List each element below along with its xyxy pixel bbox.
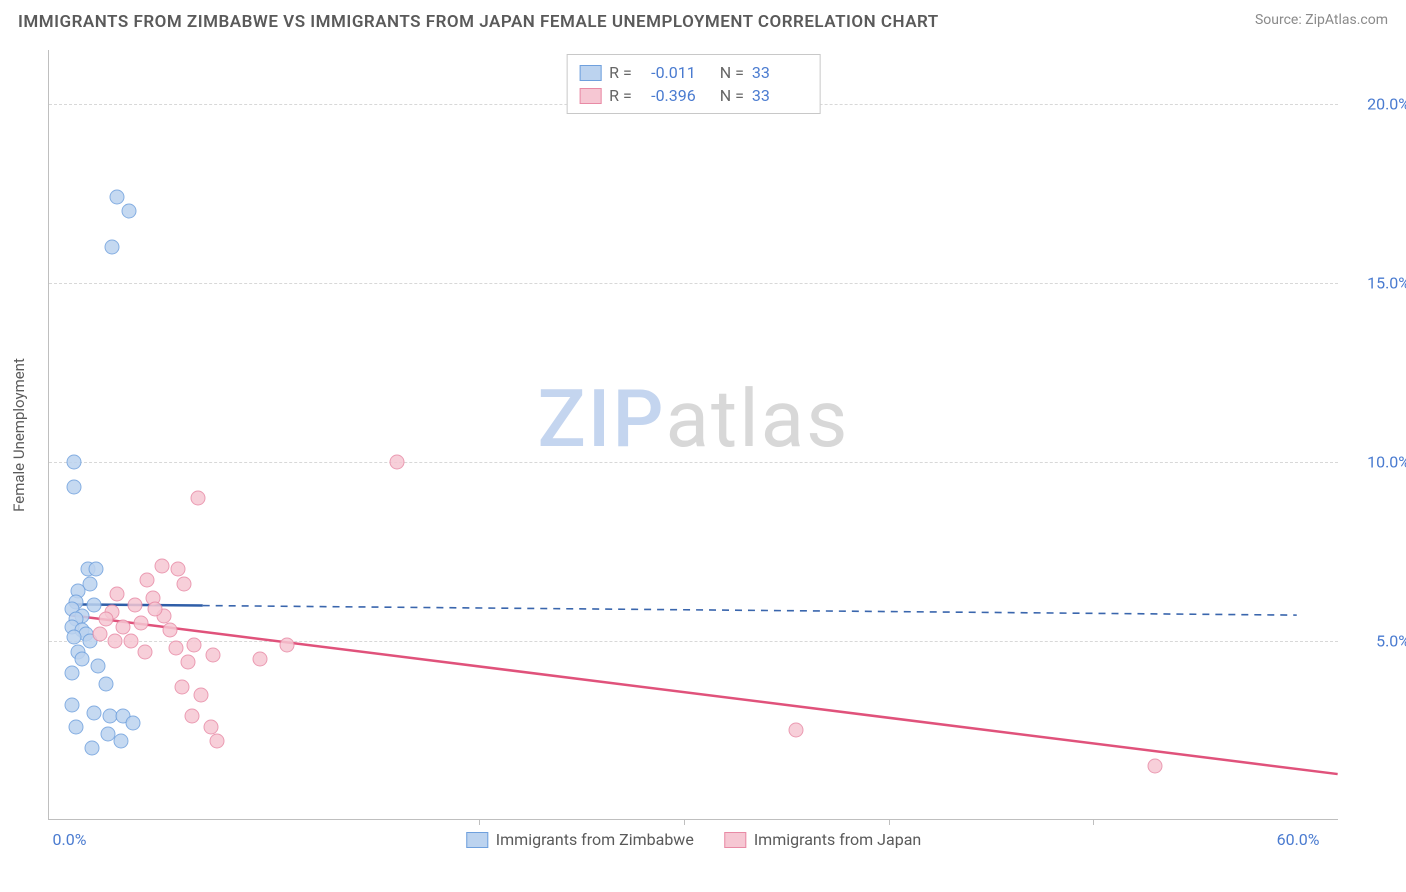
data-point bbox=[181, 655, 196, 670]
y-axis-label: Female Unemployment bbox=[10, 358, 28, 512]
legend-item: Immigrants from Zimbabwe bbox=[466, 830, 694, 849]
stat-n-value: 33 bbox=[752, 63, 808, 82]
grid-line bbox=[49, 283, 1338, 284]
data-point bbox=[121, 204, 136, 219]
chart-area: ZIPatlas Female Unemployment 5.0%10.0%15… bbox=[48, 50, 1338, 820]
data-point bbox=[168, 641, 183, 656]
data-point bbox=[107, 633, 122, 648]
watermark-zip: ZIP bbox=[538, 372, 666, 466]
data-point bbox=[66, 454, 81, 469]
header: IMMIGRANTS FROM ZIMBABWE VS IMMIGRANTS F… bbox=[0, 0, 1406, 32]
data-point bbox=[105, 239, 120, 254]
legend-series: Immigrants from Zimbabwe Immigrants from … bbox=[466, 830, 921, 849]
x-tick bbox=[889, 819, 890, 825]
x-tick bbox=[684, 819, 685, 825]
legend-stats: R = -0.011 N = 33 R = -0.396 N = 33 bbox=[566, 54, 821, 114]
trend-line-dashed bbox=[203, 606, 1297, 616]
data-point bbox=[66, 630, 81, 645]
data-point bbox=[66, 479, 81, 494]
data-point bbox=[148, 601, 163, 616]
data-point bbox=[99, 676, 114, 691]
x-tick-label: 0.0% bbox=[53, 830, 87, 849]
data-point bbox=[185, 709, 200, 724]
data-point bbox=[115, 619, 130, 634]
source-label: Source: ZipAtlas.com bbox=[1255, 12, 1388, 28]
data-point bbox=[252, 651, 267, 666]
data-point bbox=[64, 666, 79, 681]
data-point bbox=[109, 189, 124, 204]
data-point bbox=[134, 616, 149, 631]
chart-title: IMMIGRANTS FROM ZIMBABWE VS IMMIGRANTS F… bbox=[18, 12, 939, 32]
legend-label: Immigrants from Zimbabwe bbox=[496, 830, 694, 849]
data-point bbox=[91, 659, 106, 674]
data-point bbox=[68, 719, 83, 734]
legend-stat-row: R = -0.011 N = 33 bbox=[579, 61, 808, 84]
data-point bbox=[177, 576, 192, 591]
stat-r-value: -0.011 bbox=[640, 63, 696, 82]
watermark: ZIPatlas bbox=[538, 372, 850, 466]
data-point bbox=[209, 734, 224, 749]
trend-overlay bbox=[49, 50, 1338, 819]
data-point bbox=[128, 598, 143, 613]
data-point bbox=[109, 587, 124, 602]
stat-n-value: 33 bbox=[752, 86, 808, 105]
data-point bbox=[123, 633, 138, 648]
data-point bbox=[93, 626, 108, 641]
data-point bbox=[187, 637, 202, 652]
stat-r-label: R = bbox=[609, 86, 632, 105]
data-point bbox=[125, 716, 140, 731]
data-point bbox=[74, 651, 89, 666]
y-tick-label: 10.0% bbox=[1350, 452, 1406, 471]
data-point bbox=[175, 680, 190, 695]
legend-swatch bbox=[466, 832, 488, 848]
data-point bbox=[162, 623, 177, 638]
data-point bbox=[1147, 759, 1162, 774]
legend-stat-row: R = -0.396 N = 33 bbox=[579, 84, 808, 107]
data-point bbox=[140, 573, 155, 588]
watermark-atlas: atlas bbox=[666, 372, 850, 466]
data-point bbox=[203, 719, 218, 734]
grid-line bbox=[49, 641, 1338, 642]
data-point bbox=[99, 612, 114, 627]
stat-r-value: -0.396 bbox=[640, 86, 696, 105]
data-point bbox=[171, 562, 186, 577]
data-point bbox=[789, 723, 804, 738]
data-point bbox=[138, 644, 153, 659]
x-tick bbox=[479, 819, 480, 825]
legend-item: Immigrants from Japan bbox=[724, 830, 921, 849]
data-point bbox=[85, 741, 100, 756]
trend-line-solid bbox=[70, 615, 1338, 774]
legend-swatch bbox=[724, 832, 746, 848]
legend-swatch bbox=[579, 88, 601, 104]
stat-n-label: N = bbox=[720, 86, 744, 105]
data-point bbox=[64, 698, 79, 713]
stat-n-label: N = bbox=[720, 63, 744, 82]
x-tick bbox=[1093, 819, 1094, 825]
data-point bbox=[205, 648, 220, 663]
data-point bbox=[154, 558, 169, 573]
data-point bbox=[390, 454, 405, 469]
y-tick-label: 20.0% bbox=[1350, 94, 1406, 113]
legend-label: Immigrants from Japan bbox=[754, 830, 921, 849]
x-tick-label: 60.0% bbox=[1277, 830, 1320, 849]
y-tick-label: 5.0% bbox=[1350, 631, 1406, 650]
data-point bbox=[87, 705, 102, 720]
grid-line bbox=[49, 462, 1338, 463]
data-point bbox=[87, 598, 102, 613]
data-point bbox=[89, 562, 104, 577]
y-tick-label: 15.0% bbox=[1350, 273, 1406, 292]
stat-r-label: R = bbox=[609, 63, 632, 82]
data-point bbox=[113, 734, 128, 749]
legend-swatch bbox=[579, 65, 601, 81]
data-point bbox=[191, 490, 206, 505]
data-point bbox=[193, 687, 208, 702]
data-point bbox=[279, 637, 294, 652]
